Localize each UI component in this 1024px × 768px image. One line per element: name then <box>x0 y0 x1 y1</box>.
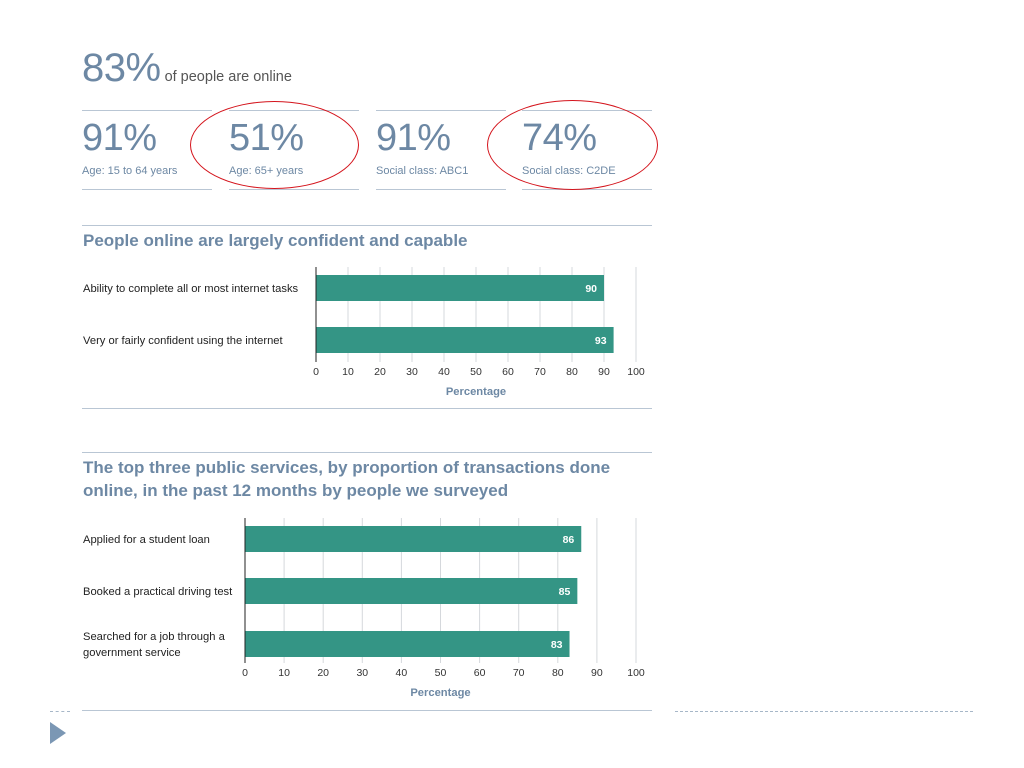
stat-age-15-64: 91% Age: 15 to 64 years <box>82 110 212 190</box>
bar-value-label: 93 <box>595 335 607 347</box>
stat-value: 91% <box>82 117 157 159</box>
stat-class-abc1: 91% Social class: ABC1 <box>376 110 506 190</box>
highlight-ring-c2de <box>487 100 658 190</box>
x-tick-label: 60 <box>474 667 486 679</box>
section1-bottom-rule <box>82 408 652 409</box>
bar <box>245 631 570 657</box>
footer-dash-right <box>675 711 973 712</box>
x-tick-label: 60 <box>502 366 514 378</box>
x-tick-label: 10 <box>278 667 290 679</box>
bar-value-label: 90 <box>585 283 597 295</box>
stat-label: Age: 15 to 64 years <box>82 165 178 177</box>
x-tick-label: 30 <box>406 366 418 378</box>
x-tick-label: 80 <box>552 667 564 679</box>
x-tick-label: 100 <box>627 667 645 679</box>
section2-bottom-rule <box>82 710 652 711</box>
bar <box>245 578 578 604</box>
highlight-ring-age-65 <box>190 101 359 189</box>
x-tick-label: 70 <box>513 667 525 679</box>
category-label: Searched for a job through a government s… <box>83 631 226 659</box>
headline-value: 83% <box>82 46 161 90</box>
x-axis-title: Percentage <box>446 386 506 398</box>
bar <box>316 275 604 301</box>
section2-title-line1: The top three public services, by propor… <box>83 458 611 477</box>
section2-title-line2: online, in the past 12 months by people … <box>83 481 509 500</box>
category-label: Ability to complete all or most internet… <box>83 283 299 295</box>
x-tick-label: 0 <box>313 366 319 378</box>
headline-text: of people are online <box>164 69 292 85</box>
bar-value-label: 86 <box>563 534 575 546</box>
stat-value: 91% <box>376 117 451 159</box>
category-label: Applied for a student loan <box>83 534 210 546</box>
x-tick-label: 80 <box>566 366 578 378</box>
x-tick-label: 10 <box>342 366 354 378</box>
x-tick-label: 40 <box>396 667 408 679</box>
bar <box>316 327 614 353</box>
x-axis-title: Percentage <box>410 687 470 699</box>
x-tick-label: 30 <box>356 667 368 679</box>
stat-label: Social class: ABC1 <box>376 165 469 177</box>
section2-top-rule <box>82 452 652 453</box>
footer-dash-left <box>50 711 70 712</box>
x-tick-label: 50 <box>435 667 447 679</box>
x-tick-label: 90 <box>598 366 610 378</box>
x-tick-label: 100 <box>627 366 645 378</box>
next-slide-arrow-icon[interactable] <box>50 722 66 744</box>
bar <box>245 526 582 552</box>
headline: 83% of people are online <box>82 46 292 91</box>
bar-value-label: 85 <box>559 586 571 598</box>
section1-top-rule <box>82 225 652 226</box>
x-tick-label: 90 <box>591 667 603 679</box>
x-tick-label: 20 <box>374 366 386 378</box>
section1-title: People online are largely confident and … <box>83 231 468 250</box>
x-tick-label: 50 <box>470 366 482 378</box>
bar-value-label: 83 <box>551 639 563 651</box>
category-label: Booked a practical driving test <box>83 586 233 598</box>
x-tick-label: 40 <box>438 366 450 378</box>
x-tick-label: 70 <box>534 366 546 378</box>
section2-title: The top three public services, by propor… <box>83 456 610 502</box>
x-tick-label: 20 <box>317 667 329 679</box>
x-tick-label: 0 <box>242 667 248 679</box>
category-label: Very or fairly confident using the inter… <box>83 335 284 347</box>
